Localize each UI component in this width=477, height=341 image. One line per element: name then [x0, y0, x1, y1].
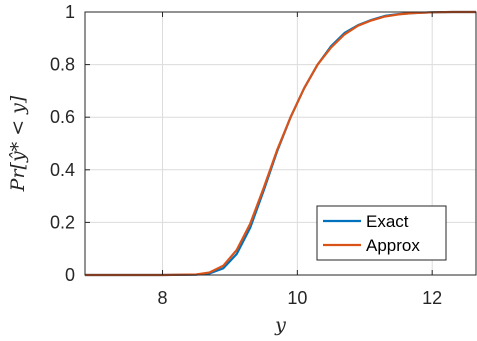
- tick-labels: 8 10 12 0 0.2 0.4 0.6 0.8 1: [50, 2, 442, 308]
- y-tick-label: 0.4: [50, 160, 75, 180]
- x-axis-label-group: y: [274, 314, 286, 336]
- x-tick-label: 10: [287, 288, 307, 308]
- y-tick-label: 0.8: [50, 55, 75, 75]
- axes-box: [84, 11, 477, 276]
- y-tick-label: 0.2: [50, 212, 75, 232]
- y-tick-label: 0: [65, 265, 75, 285]
- tick-marks: [85, 11, 433, 276]
- legend: Exact Approx: [316, 205, 447, 261]
- y-axis-label-group: Pr[ŷ* < y]: [7, 95, 29, 192]
- series-line-approx: [85, 10, 476, 277]
- series-layer: [85, 10, 476, 277]
- legend-label-exact: Exact: [366, 212, 409, 231]
- x-axis-label: y: [274, 314, 286, 336]
- legend-label-approx: Approx: [366, 236, 420, 255]
- y-axis-label: Pr[ŷ* < y]: [7, 95, 29, 192]
- y-tick-label: 1: [65, 2, 75, 22]
- x-tick-label: 8: [158, 288, 168, 308]
- legend-box: [316, 205, 447, 261]
- grid-lines: [85, 12, 476, 275]
- y-tick-label: 0.6: [50, 107, 75, 127]
- x-tick-label: 12: [422, 288, 442, 308]
